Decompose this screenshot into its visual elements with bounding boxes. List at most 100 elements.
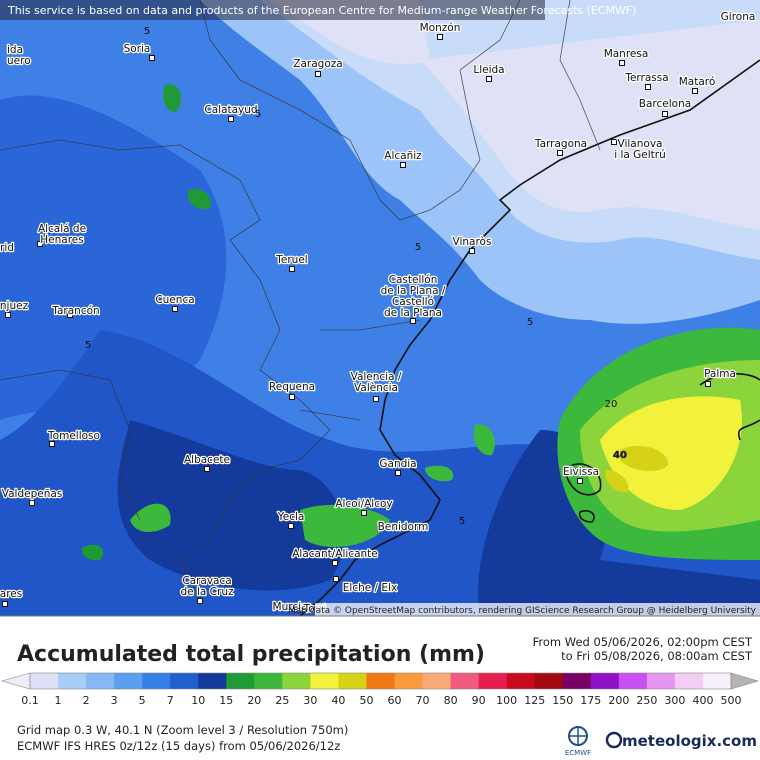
bar-low-arrow [0, 672, 31, 690]
city-label: Terrassa [624, 72, 668, 84]
city-label: Albacete [184, 454, 230, 466]
contour-label: 5 [459, 516, 465, 527]
bar-label: 40 [331, 694, 345, 707]
bar-segment [170, 673, 199, 689]
bar-segment [58, 673, 87, 689]
city-label: de la Plana / [381, 285, 446, 297]
city-dot [67, 312, 73, 318]
bar-segment [394, 673, 423, 689]
city-label: de la Cruz [181, 586, 234, 598]
city-label: Teruel [275, 254, 307, 266]
city-label: rid [0, 242, 14, 254]
attribution-bg [315, 603, 760, 616]
city-dot [619, 60, 625, 66]
city-label: Yecla [277, 511, 305, 523]
bar-segment [366, 673, 395, 689]
bar-segment [534, 673, 564, 689]
city-label: Valdepeñas [2, 488, 63, 500]
bar-segment [310, 673, 339, 689]
city-dot [577, 478, 583, 484]
bar-label: 200 [608, 694, 629, 707]
bar-segment [478, 673, 507, 689]
bar-label: 175 [580, 694, 601, 707]
city-label: de la Plana [384, 307, 442, 319]
legend-from: From Wed 05/06/2026, 02:00pm CEST [533, 635, 753, 649]
bar-label: 60 [388, 694, 402, 707]
bar-label: 400 [692, 694, 713, 707]
city-dot [149, 55, 155, 61]
city-label: Elche / Elx [343, 582, 397, 594]
bar-segment [254, 673, 283, 689]
city-dot [333, 576, 339, 582]
bar-label: 80 [444, 694, 458, 707]
bar-label: 25 [275, 694, 289, 707]
bar-label: 10 [191, 694, 205, 707]
city-label: ida [7, 44, 23, 56]
city-dot [377, 525, 383, 531]
bar-label: 1 [55, 694, 62, 707]
city-dot [289, 394, 295, 400]
bar-label: 30 [303, 694, 317, 707]
bar-label: 7 [167, 694, 174, 707]
bar-segment [646, 673, 676, 689]
bar-segment [422, 673, 451, 689]
notice: This service is based on data and produc… [7, 4, 636, 17]
bar-segment [114, 673, 143, 689]
bar-segment [86, 673, 115, 689]
attribution: Map data © OpenStreetMap contributors, r… [288, 606, 757, 616]
city-label: Alcoi/Alcoy [335, 498, 392, 510]
bar-label: 125 [524, 694, 545, 707]
bar-label: 20 [247, 694, 261, 707]
bar-label: 300 [664, 694, 685, 707]
contour-label: 20 [605, 399, 618, 410]
bar-segment [226, 673, 255, 689]
city-label: Requena [269, 381, 315, 393]
city-label: Monzón [420, 22, 461, 34]
ecmwf-text: ECMWF [565, 749, 591, 757]
bar-segment [30, 673, 59, 689]
bar-label: 0.1 [21, 694, 39, 707]
city-dot [410, 318, 416, 324]
city-dot [332, 560, 338, 566]
city-label: Calatayud [204, 104, 257, 116]
city-label: Tomelloso [47, 430, 100, 442]
city-label: Vilanova [618, 138, 663, 150]
city-dot [2, 601, 8, 607]
city-dot [437, 34, 443, 40]
brand-logo: meteologix.com [605, 731, 757, 750]
bar-segment [702, 673, 732, 689]
bar-segment [198, 673, 227, 689]
city-label: València [354, 382, 398, 394]
bar-label: 5 [139, 694, 146, 707]
city-dot [289, 266, 295, 272]
city-label: Manresa [604, 48, 649, 60]
contour-label: 5 [415, 242, 421, 253]
city-dot [5, 312, 11, 318]
city-dot [29, 500, 35, 506]
city-label: Gandia [379, 458, 416, 470]
contour-label: 5 [255, 109, 261, 120]
city-dot [204, 466, 210, 472]
bar-segment [562, 673, 592, 689]
bar-segment [282, 673, 311, 689]
bar-label: 500 [721, 694, 742, 707]
city-dot [361, 510, 367, 516]
bar-segment [506, 673, 536, 689]
bar-high-arrow [730, 672, 760, 690]
city-label: Alcañiz [384, 150, 422, 162]
city-dot [400, 162, 406, 168]
bar-label: 15 [219, 694, 233, 707]
footer-model: ECMWF IFS HRES 0z/12z (15 days) from 05/… [17, 739, 340, 753]
bar-segment [590, 673, 620, 689]
bar-label: 90 [472, 694, 486, 707]
city-dot [373, 396, 379, 402]
bar-segment [674, 673, 704, 689]
city-label: Girona [721, 11, 756, 23]
city-dot [37, 241, 43, 247]
city-label: Caravaca [182, 575, 231, 587]
city-label: Alacant/Alicante [292, 548, 378, 560]
city-label: Alcalá de [38, 223, 86, 235]
bar-segment [618, 673, 648, 689]
city-label: Eivissa [563, 466, 599, 478]
